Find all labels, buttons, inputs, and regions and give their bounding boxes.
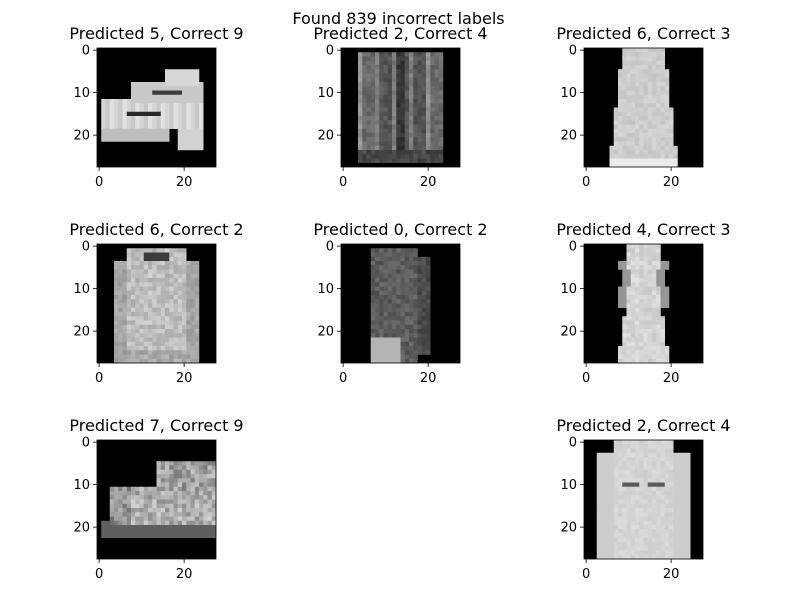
axes-frame <box>96 47 217 168</box>
y-tick-label: 20 <box>73 325 90 340</box>
subplot-image <box>584 440 703 560</box>
x-tick-label: 20 <box>663 175 680 190</box>
x-tick-label: 0 <box>339 175 347 190</box>
x-tick-label: 20 <box>663 567 680 582</box>
x-tick-label: 20 <box>176 175 193 190</box>
x-tick-label: 20 <box>420 175 437 190</box>
subplot-image <box>584 244 703 364</box>
y-tick-label: 0 <box>82 436 90 451</box>
subplot-title: Predicted 4, Correct 3 <box>556 220 730 239</box>
y-tick-label: 0 <box>569 436 577 451</box>
y-tick-label: 10 <box>317 282 334 297</box>
x-tick-label: 20 <box>176 567 193 582</box>
subplot-image <box>97 440 217 559</box>
y-tick-label: 0 <box>82 240 90 255</box>
axes-frame <box>96 243 217 364</box>
y-tick-label: 0 <box>326 240 334 255</box>
y-tick-label: 20 <box>560 129 577 144</box>
subplot-title: Predicted 2, Correct 4 <box>556 416 730 435</box>
y-tick-label: 10 <box>73 478 90 493</box>
y-tick-label: 10 <box>73 86 90 101</box>
y-tick-label: 0 <box>569 240 577 255</box>
y-tick-label: 20 <box>317 129 334 144</box>
subplot-title: Predicted 2, Correct 4 <box>313 24 487 43</box>
axes-frame <box>583 439 704 560</box>
subplot-image <box>97 48 216 167</box>
y-tick-label: 0 <box>326 44 334 59</box>
figure-title: Found 839 incorrect labels <box>292 9 505 28</box>
x-tick-label: 0 <box>582 371 590 386</box>
x-tick-label: 20 <box>420 371 437 386</box>
y-tick-label: 10 <box>560 86 577 101</box>
x-tick-label: 0 <box>582 175 590 190</box>
x-tick-label: 20 <box>176 371 193 386</box>
subplot-title: Predicted 5, Correct 9 <box>69 24 243 43</box>
x-tick-label: 0 <box>95 567 103 582</box>
subplot-title: Predicted 6, Correct 2 <box>69 220 243 239</box>
y-tick-label: 10 <box>560 478 577 493</box>
subplot-image <box>584 48 703 168</box>
y-tick-label: 20 <box>317 325 334 340</box>
y-tick-label: 10 <box>73 282 90 297</box>
subplot-image <box>97 244 216 364</box>
y-tick-label: 10 <box>560 282 577 297</box>
x-tick-label: 0 <box>339 371 347 386</box>
y-tick-label: 0 <box>569 44 577 59</box>
axes-frame <box>96 439 217 560</box>
y-tick-label: 20 <box>73 521 90 536</box>
subplot-image <box>341 48 460 167</box>
subplot-title: Predicted 0, Correct 2 <box>313 220 487 239</box>
x-tick-label: 0 <box>95 175 103 190</box>
y-tick-label: 20 <box>560 521 577 536</box>
y-tick-label: 20 <box>73 129 90 144</box>
axes-frame <box>340 47 461 168</box>
subplot-title: Predicted 7, Correct 9 <box>69 416 243 435</box>
axes-frame <box>583 243 704 364</box>
x-tick-label: 0 <box>95 371 103 386</box>
axes-frame <box>583 47 704 168</box>
subplot-title: Predicted 6, Correct 3 <box>556 24 730 43</box>
y-tick-label: 20 <box>560 325 577 340</box>
x-tick-label: 0 <box>582 567 590 582</box>
y-tick-label: 10 <box>317 86 334 101</box>
subplot-image <box>341 244 460 364</box>
y-tick-label: 0 <box>82 44 90 59</box>
x-tick-label: 20 <box>663 371 680 386</box>
axes-frame <box>340 243 461 364</box>
